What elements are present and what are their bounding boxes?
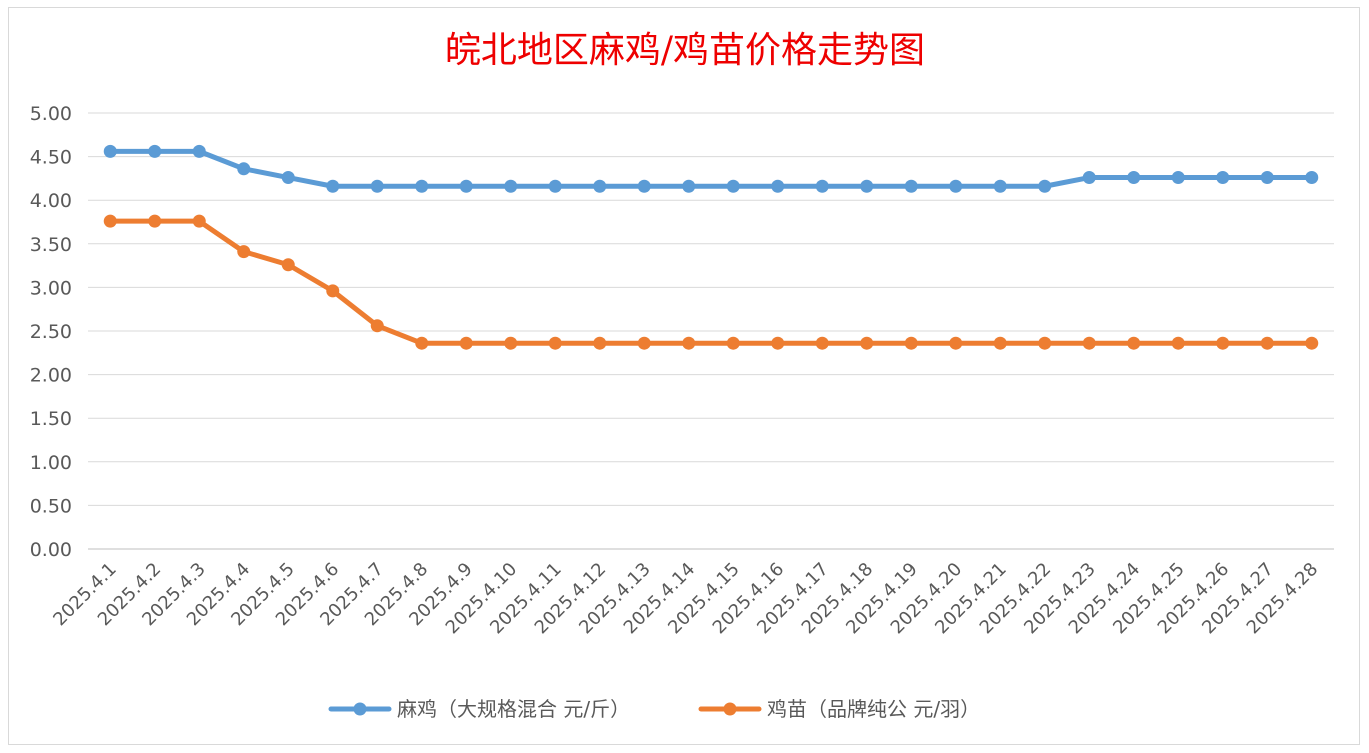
data-point[interactable] <box>548 336 562 350</box>
data-point[interactable] <box>1216 171 1230 185</box>
y-tick-label: 4.50 <box>30 147 72 169</box>
data-point[interactable] <box>1171 171 1185 185</box>
data-point[interactable] <box>281 171 295 185</box>
y-tick-label: 3.50 <box>30 234 72 256</box>
data-point[interactable] <box>726 179 740 193</box>
data-point[interactable] <box>504 336 518 350</box>
data-point[interactable] <box>904 336 918 350</box>
data-point[interactable] <box>1038 336 1052 350</box>
legend-label: 鸡苗（品牌纯公 元/羽） <box>767 697 980 721</box>
data-point[interactable] <box>815 336 829 350</box>
series-1 <box>103 144 1319 193</box>
legend: 麻鸡（大规格混合 元/斤） 鸡苗（品牌纯公 元/羽） <box>328 697 980 721</box>
data-point[interactable] <box>593 336 607 350</box>
y-tick-label: 2.00 <box>30 365 72 387</box>
data-point[interactable] <box>1260 336 1274 350</box>
data-point[interactable] <box>771 179 785 193</box>
chart-area[interactable] <box>8 7 1360 745</box>
legend-marker <box>353 702 367 716</box>
data-point[interactable] <box>904 179 918 193</box>
series-line <box>107 218 1315 346</box>
data-point[interactable] <box>949 336 963 350</box>
chart-title: 皖北地区麻鸡/鸡苗价格走势图 <box>445 30 925 71</box>
series-group <box>103 144 1319 350</box>
data-point[interactable] <box>1038 179 1052 193</box>
data-point[interactable] <box>370 319 384 333</box>
data-point[interactable] <box>993 179 1007 193</box>
data-point[interactable] <box>415 179 429 193</box>
data-point[interactable] <box>192 214 206 228</box>
y-tick-label: 0.50 <box>30 495 72 517</box>
legend-marker <box>723 702 737 716</box>
y-tick-label: 4.00 <box>30 190 72 212</box>
data-point[interactable] <box>1216 336 1230 350</box>
y-tick-label: 3.00 <box>30 277 72 299</box>
data-point[interactable] <box>237 245 251 259</box>
y-tick-label: 5.00 <box>30 103 72 125</box>
data-point[interactable] <box>370 179 384 193</box>
y-tick-label: 2.50 <box>30 321 72 343</box>
data-point[interactable] <box>1260 171 1274 185</box>
series-2 <box>103 214 1319 350</box>
y-tick-label: 1.50 <box>30 408 72 430</box>
data-point[interactable] <box>771 336 785 350</box>
data-point[interactable] <box>103 214 117 228</box>
data-point[interactable] <box>1171 336 1185 350</box>
data-point[interactable] <box>993 336 1007 350</box>
data-point[interactable] <box>326 179 340 193</box>
data-point[interactable] <box>726 336 740 350</box>
y-tick-label: 1.00 <box>30 452 72 474</box>
data-point[interactable] <box>459 179 473 193</box>
data-point[interactable] <box>682 179 696 193</box>
legend-label: 麻鸡（大规格混合 元/斤） <box>397 697 630 721</box>
data-point[interactable] <box>504 179 518 193</box>
legend-item[interactable]: 麻鸡（大规格混合 元/斤） <box>328 697 630 721</box>
data-point[interactable] <box>1127 171 1141 185</box>
data-point[interactable] <box>593 179 607 193</box>
data-point[interactable] <box>281 258 295 272</box>
data-point[interactable] <box>949 179 963 193</box>
data-point[interactable] <box>459 336 473 350</box>
data-point[interactable] <box>326 284 340 298</box>
data-point[interactable] <box>237 162 251 176</box>
x-axis-ticks: 2025.4.12025.4.22025.4.32025.4.42025.4.5… <box>49 559 1322 639</box>
data-point[interactable] <box>637 179 651 193</box>
data-point[interactable] <box>637 336 651 350</box>
data-point[interactable] <box>1305 171 1319 185</box>
series-line <box>107 148 1315 189</box>
data-point[interactable] <box>148 214 162 228</box>
data-point[interactable] <box>682 336 696 350</box>
data-point[interactable] <box>148 144 162 158</box>
legend-item[interactable]: 鸡苗（品牌纯公 元/羽） <box>698 697 980 721</box>
data-point[interactable] <box>1082 171 1096 185</box>
data-point[interactable] <box>1082 336 1096 350</box>
data-point[interactable] <box>1305 336 1319 350</box>
data-point[interactable] <box>1127 336 1141 350</box>
data-point[interactable] <box>548 179 562 193</box>
data-point[interactable] <box>415 336 429 350</box>
data-point[interactable] <box>192 144 206 158</box>
data-point[interactable] <box>103 144 117 158</box>
data-point[interactable] <box>860 336 874 350</box>
data-point[interactable] <box>860 179 874 193</box>
data-point[interactable] <box>815 179 829 193</box>
y-tick-label: 0.00 <box>30 539 72 561</box>
gridlines <box>88 112 1334 550</box>
y-axis-ticks: 0.00 0.50 1.00 1.50 2.00 2.50 3.00 3.50 4.00 4.50… <box>30 103 72 561</box>
